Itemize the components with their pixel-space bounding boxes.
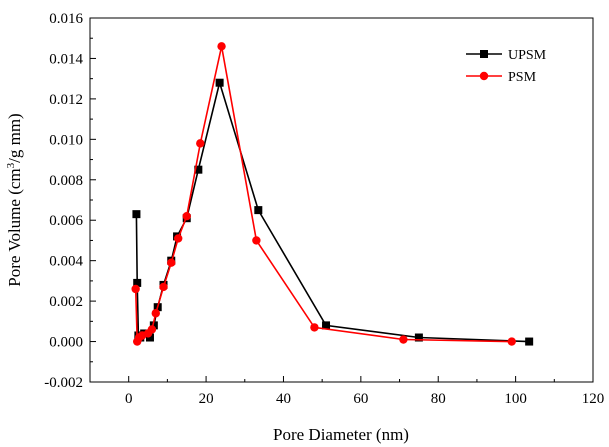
data-point-upsm <box>149 321 158 330</box>
y-tick-label: 0.000 <box>49 335 83 351</box>
data-point-upsm <box>132 210 141 219</box>
y-tick-label: 0.006 <box>49 213 83 229</box>
legend-label: PSM <box>508 70 537 85</box>
series-psm <box>131 42 516 346</box>
series-upsm <box>132 78 534 346</box>
y-tick-label: 0.014 <box>49 51 83 67</box>
data-point-psm <box>159 282 168 292</box>
y-tick-label: 0.016 <box>49 11 83 27</box>
legend: UPSM PSM <box>466 48 547 85</box>
data-point-psm <box>252 236 261 245</box>
x-tick-label: 20 <box>199 391 214 407</box>
x-tick-label: 0 <box>125 391 133 407</box>
data-point-psm <box>310 323 319 332</box>
data-point-psm <box>147 325 157 334</box>
data-point-upsm <box>322 321 331 330</box>
y-tick-label: 0.002 <box>49 294 83 310</box>
x-tick-label: 100 <box>504 391 527 407</box>
data-point-upsm <box>525 337 534 346</box>
data-point-psm <box>167 258 176 267</box>
y-axis-title-main: Pore Volume (cm <box>5 168 24 286</box>
y-tick-label: 0.008 <box>49 173 83 189</box>
y-axis-title-superscript: 3 <box>5 162 17 168</box>
data-point-upsm <box>133 278 142 287</box>
legend-label: UPSM <box>508 48 547 63</box>
x-axis-title: Pore Diameter (nm) <box>273 425 409 444</box>
y-axis-title-units: /g mm) <box>5 113 24 163</box>
x-tick-label: 60 <box>353 391 368 407</box>
series-line-upsm <box>135 79 530 343</box>
data-point-psm <box>131 284 140 294</box>
data-point-upsm <box>215 78 224 87</box>
data-point-psm <box>182 211 191 221</box>
data-point-upsm <box>145 333 154 342</box>
data-point-upsm <box>254 206 263 215</box>
data-point-upsm <box>414 333 423 342</box>
data-point-psm <box>399 335 408 344</box>
data-point-psm <box>174 234 183 243</box>
x-tick-label: 40 <box>276 391 291 407</box>
y-tick-label: 0.004 <box>49 254 83 270</box>
legend-marker <box>480 50 488 58</box>
y-tick-label: 0.010 <box>49 132 83 148</box>
data-point-psm <box>507 337 516 346</box>
legend-item-upsm: UPSM <box>466 48 547 63</box>
y-tick-label: 0.012 <box>49 92 83 108</box>
x-tick-label: 120 <box>582 391 605 407</box>
y-tick-label: -0.002 <box>44 375 83 391</box>
legend-marker <box>479 71 489 81</box>
legend-item-psm: PSM <box>466 70 537 85</box>
x-tick-label: 80 <box>431 391 446 407</box>
plot-area <box>131 42 534 346</box>
data-point-psm <box>217 42 226 51</box>
data-point-psm <box>151 309 160 318</box>
y-axis-title: Pore Volume (cm3/g mm) <box>5 113 24 286</box>
data-point-upsm <box>194 165 203 174</box>
axes: 0 20 40 60 80 100 120 -0.002 0.000 0.002 0.004 0.00… <box>44 11 604 407</box>
data-point-psm <box>196 139 205 148</box>
